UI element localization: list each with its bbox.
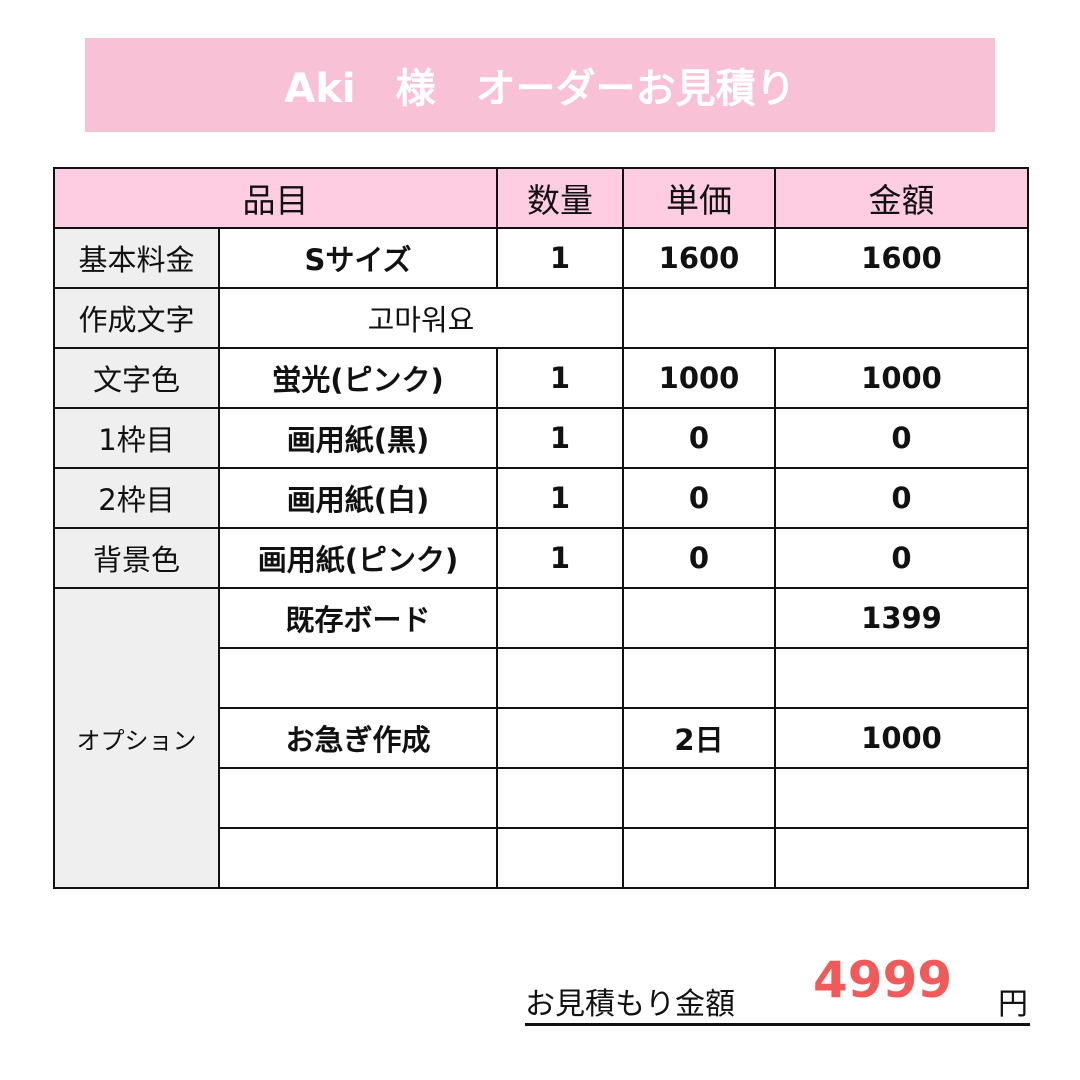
qty-cell: 1 bbox=[496, 227, 624, 289]
item-cell: 画用紙(白) bbox=[218, 467, 498, 529]
header-price: 単価 bbox=[622, 167, 776, 229]
price-cell bbox=[622, 767, 776, 829]
price-cell: 2日 bbox=[622, 707, 776, 769]
price-cell: 1600 bbox=[622, 227, 776, 289]
estimate-table: 品目 数量 単価 金額 基本料金 Sサイズ 1 1600 1600 作成文字 고… bbox=[53, 167, 1029, 889]
qty-cell bbox=[496, 707, 624, 769]
total-unit: 円 bbox=[998, 987, 1028, 1022]
row-label: 作成文字 bbox=[53, 287, 220, 349]
page-title: Aki 様 オーダーお見積り bbox=[85, 38, 995, 132]
option-row bbox=[54, 827, 1029, 889]
total-label: お見積もり金額 bbox=[525, 987, 735, 1022]
amount-cell bbox=[774, 647, 1029, 709]
row-label: 背景色 bbox=[53, 527, 220, 589]
item-cell bbox=[218, 647, 498, 709]
header-item: 品目 bbox=[53, 167, 498, 229]
item-cell bbox=[218, 827, 498, 889]
qty-cell bbox=[496, 767, 624, 829]
table-row: 文字色 蛍光(ピンク) 1 1000 1000 bbox=[53, 347, 1029, 409]
amount-cell: 0 bbox=[774, 407, 1029, 469]
qty-cell: 1 bbox=[496, 347, 624, 409]
amount-cell: 0 bbox=[774, 527, 1029, 589]
header-qty: 数量 bbox=[496, 167, 624, 229]
item-cell: 고마워요 bbox=[218, 287, 624, 349]
row-label: 基本料金 bbox=[53, 227, 220, 289]
table-header: 品目 数量 単価 金額 bbox=[53, 167, 1029, 229]
table-row: 基本料金 Sサイズ 1 1600 1600 bbox=[53, 227, 1029, 289]
qty-cell bbox=[496, 587, 624, 649]
row-label: 1枠目 bbox=[53, 407, 220, 469]
item-cell: 画用紙(黒) bbox=[218, 407, 498, 469]
table-row: 2枠目 画用紙(白) 1 0 0 bbox=[53, 467, 1029, 529]
item-cell: 画用紙(ピンク) bbox=[218, 527, 498, 589]
option-row: お急ぎ作成 2日 1000 bbox=[54, 707, 1029, 769]
amount-cell bbox=[774, 767, 1029, 829]
empty-cell bbox=[622, 287, 1029, 349]
amount-cell: 1000 bbox=[774, 347, 1029, 409]
row-label: 文字色 bbox=[53, 347, 220, 409]
option-row bbox=[54, 647, 1029, 709]
qty-cell bbox=[496, 647, 624, 709]
price-cell bbox=[622, 587, 776, 649]
qty-cell bbox=[496, 827, 624, 889]
price-cell: 0 bbox=[622, 467, 776, 529]
option-row: オプション 既存ボード 1399 bbox=[53, 587, 1029, 889]
amount-cell: 1399 bbox=[774, 587, 1029, 649]
price-cell: 0 bbox=[622, 527, 776, 589]
table-row: 1枠目 画用紙(黒) 1 0 0 bbox=[53, 407, 1029, 469]
item-cell: 既存ボード bbox=[218, 587, 498, 649]
table-row: 作成文字 고마워요 bbox=[53, 287, 1029, 349]
total-line: お見積もり金額 4999 円 bbox=[525, 951, 1030, 1026]
amount-cell: 1000 bbox=[774, 707, 1029, 769]
price-cell bbox=[622, 647, 776, 709]
price-cell bbox=[622, 827, 776, 889]
qty-cell: 1 bbox=[496, 467, 624, 529]
item-cell bbox=[218, 767, 498, 829]
table-row: 背景色 画用紙(ピンク) 1 0 0 bbox=[53, 527, 1029, 589]
price-cell: 0 bbox=[622, 407, 776, 469]
item-cell: 蛍光(ピンク) bbox=[218, 347, 498, 409]
qty-cell: 1 bbox=[496, 407, 624, 469]
amount-cell bbox=[774, 827, 1029, 889]
options-label: オプション bbox=[53, 587, 220, 889]
header-amount: 金額 bbox=[774, 167, 1029, 229]
qty-cell: 1 bbox=[496, 527, 624, 589]
row-label: 2枠目 bbox=[53, 467, 220, 529]
item-cell: お急ぎ作成 bbox=[218, 707, 498, 769]
item-cell: Sサイズ bbox=[218, 227, 498, 289]
total-value: 4999 bbox=[813, 951, 953, 1009]
option-row bbox=[54, 767, 1029, 829]
price-cell: 1000 bbox=[622, 347, 776, 409]
amount-cell: 1600 bbox=[774, 227, 1029, 289]
amount-cell: 0 bbox=[774, 467, 1029, 529]
